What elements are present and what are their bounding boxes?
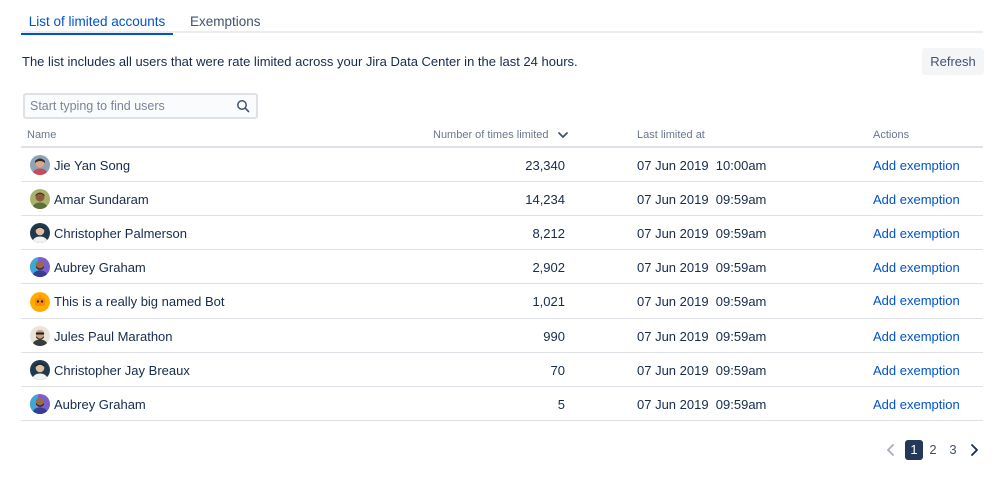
column-header-actions: Actions	[873, 129, 910, 141]
refresh-button[interactable]: Refresh	[922, 48, 984, 75]
table-row: Jules Paul Marathon 990 07 Jun 2019 09:5…	[21, 319, 983, 353]
avatar	[30, 326, 50, 346]
add-exemption-link[interactable]: Add exemption	[873, 329, 960, 344]
user-name: Jules Paul Marathon	[54, 329, 173, 344]
limit-count: 14,234	[525, 192, 565, 207]
table-row: Aubrey Graham 5 07 Jun 2019 09:59am Add …	[21, 387, 983, 421]
avatar	[30, 223, 50, 243]
tab-bar: List of limited accounts Exemptions	[21, 10, 983, 35]
avatar	[30, 394, 50, 414]
page-description: The list includes all users that were ra…	[22, 54, 578, 69]
add-exemption-link[interactable]: Add exemption	[873, 192, 960, 207]
user-name: Christopher Palmerson	[54, 226, 187, 241]
table-row: Jie Yan Song 23,340 07 Jun 2019 10:00am …	[21, 148, 983, 182]
limit-count: 2,902	[532, 260, 565, 275]
limit-count: 1,021	[532, 294, 565, 309]
limit-count: 5	[557, 397, 565, 412]
last-limited-time: 07 Jun 2019 09:59am	[637, 226, 767, 241]
page-button-3[interactable]: 3	[949, 442, 957, 457]
last-limited-time: 07 Jun 2019 09:59am	[637, 260, 767, 275]
add-exemption-link[interactable]: Add exemption	[873, 260, 960, 275]
avatar	[30, 155, 50, 175]
last-limited-time: 07 Jun 2019 09:59am	[637, 363, 767, 378]
last-limited-time: 07 Jun 2019 10:00am	[637, 158, 767, 173]
table-row: This is a really big named Bot 1,021 07 …	[21, 284, 983, 319]
last-limited-time: 07 Jun 2019 09:59am	[637, 329, 767, 344]
user-name: Amar Sundaram	[54, 192, 149, 207]
table-row: Christopher Jay Breaux 70 07 Jun 2019 09…	[21, 353, 983, 387]
tab-limited-accounts[interactable]: List of limited accounts	[21, 15, 173, 35]
chevron-right-icon[interactable]	[968, 443, 980, 457]
table-row: Amar Sundaram 14,234 07 Jun 2019 09:59am…	[21, 182, 983, 216]
limit-count: 70	[550, 363, 565, 378]
user-name: Christopher Jay Breaux	[54, 363, 190, 378]
limit-count: 23,340	[525, 158, 565, 173]
last-limited-time: 07 Jun 2019 09:59am	[637, 294, 767, 309]
user-name: This is a really big named Bot	[54, 294, 225, 309]
table-row: Christopher Palmerson 8,212 07 Jun 2019 …	[21, 216, 983, 250]
table-row: Aubrey Graham 2,902 07 Jun 2019 09:59am …	[21, 250, 983, 284]
avatar	[30, 189, 50, 209]
page-button-1[interactable]: 1	[905, 440, 923, 460]
add-exemption-link[interactable]: Add exemption	[873, 293, 960, 308]
tab-exemptions[interactable]: Exemptions	[190, 14, 261, 29]
column-header-name[interactable]: Name	[27, 129, 57, 141]
avatar	[30, 360, 50, 380]
last-limited-time: 07 Jun 2019 09:59am	[637, 192, 767, 207]
user-name: Aubrey Graham	[54, 397, 146, 412]
column-header-count[interactable]: Number of times limited	[433, 129, 549, 141]
table-header-divider	[21, 146, 983, 148]
limit-count: 8,212	[532, 226, 565, 241]
add-exemption-link[interactable]: Add exemption	[873, 397, 960, 412]
chevron-left-icon[interactable]	[885, 443, 897, 457]
add-exemption-link[interactable]: Add exemption	[873, 363, 960, 378]
user-name: Aubrey Graham	[54, 260, 146, 275]
column-header-last-limited[interactable]: Last limited at	[637, 129, 705, 141]
search-icon[interactable]	[236, 99, 250, 113]
avatar	[30, 257, 50, 277]
user-name: Jie Yan Song	[54, 158, 131, 173]
add-exemption-link[interactable]: Add exemption	[873, 226, 960, 241]
search-input[interactable]	[30, 98, 230, 114]
last-limited-time: 07 Jun 2019 09:59am	[637, 397, 767, 412]
page-button-2[interactable]: 2	[929, 442, 937, 457]
add-exemption-link[interactable]: Add exemption	[873, 158, 960, 173]
chevron-down-icon[interactable]	[557, 131, 569, 140]
user-search-box	[23, 93, 258, 119]
limit-count: 990	[543, 329, 565, 344]
avatar	[30, 292, 50, 312]
